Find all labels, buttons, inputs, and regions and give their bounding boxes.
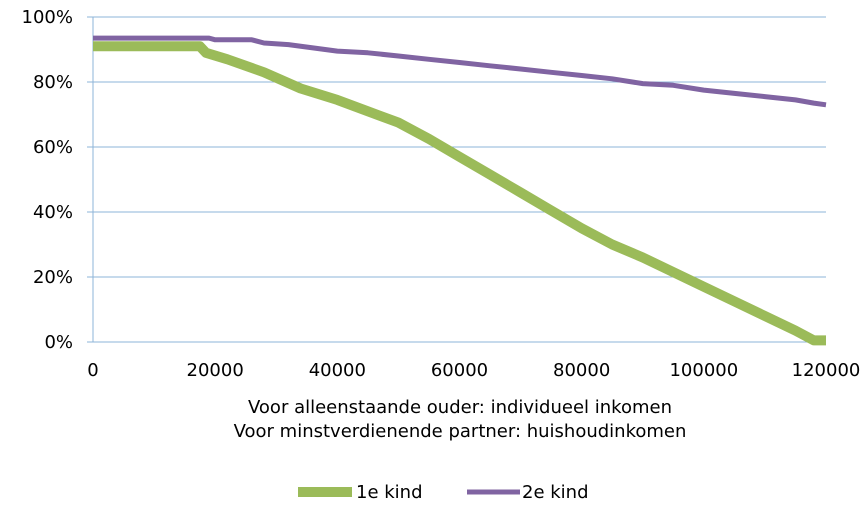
- x-axis-title-line-1: Voor alleenstaande ouder: individueel in…: [248, 397, 672, 418]
- series-line-2: [93, 35, 827, 108]
- legend: 1e kind 2e kind: [298, 482, 589, 503]
- x-tick-label: 20000: [187, 360, 244, 381]
- series-line-1: [93, 41, 826, 346]
- axes: [87, 16, 826, 343]
- x-axis-tick-labels: 0 20000 40000 60000 80000 100000 120000: [87, 360, 860, 381]
- x-tick-label: 0: [87, 360, 98, 381]
- legend-label: 1e kind: [356, 482, 423, 503]
- x-tick-label: 80000: [553, 360, 610, 381]
- y-tick-label: 0%: [44, 332, 73, 353]
- x-tick-label: 60000: [431, 360, 488, 381]
- y-tick-label: 80%: [33, 72, 73, 93]
- y-tick-label: 20%: [33, 267, 73, 288]
- y-tick-label: 100%: [22, 7, 73, 28]
- y-tick-label: 40%: [33, 202, 73, 223]
- x-tick-label: 100000: [669, 360, 738, 381]
- legend-item-1: 1e kind: [298, 482, 423, 503]
- x-tick-label: 120000: [792, 360, 861, 381]
- y-axis-tick-labels: 0% 20% 40% 60% 80% 100%: [22, 7, 73, 353]
- x-axis-title-line-2: Voor minstverdienende partner: huishoudi…: [234, 421, 687, 442]
- legend-label: 2e kind: [522, 482, 589, 503]
- legend-item-2: 2e kind: [467, 482, 589, 503]
- gridlines: [93, 16, 826, 278]
- x-tick-label: 40000: [309, 360, 366, 381]
- series-lines: [93, 35, 827, 346]
- y-tick-label: 60%: [33, 137, 73, 158]
- x-axis-title: Voor alleenstaande ouder: individueel in…: [234, 397, 687, 442]
